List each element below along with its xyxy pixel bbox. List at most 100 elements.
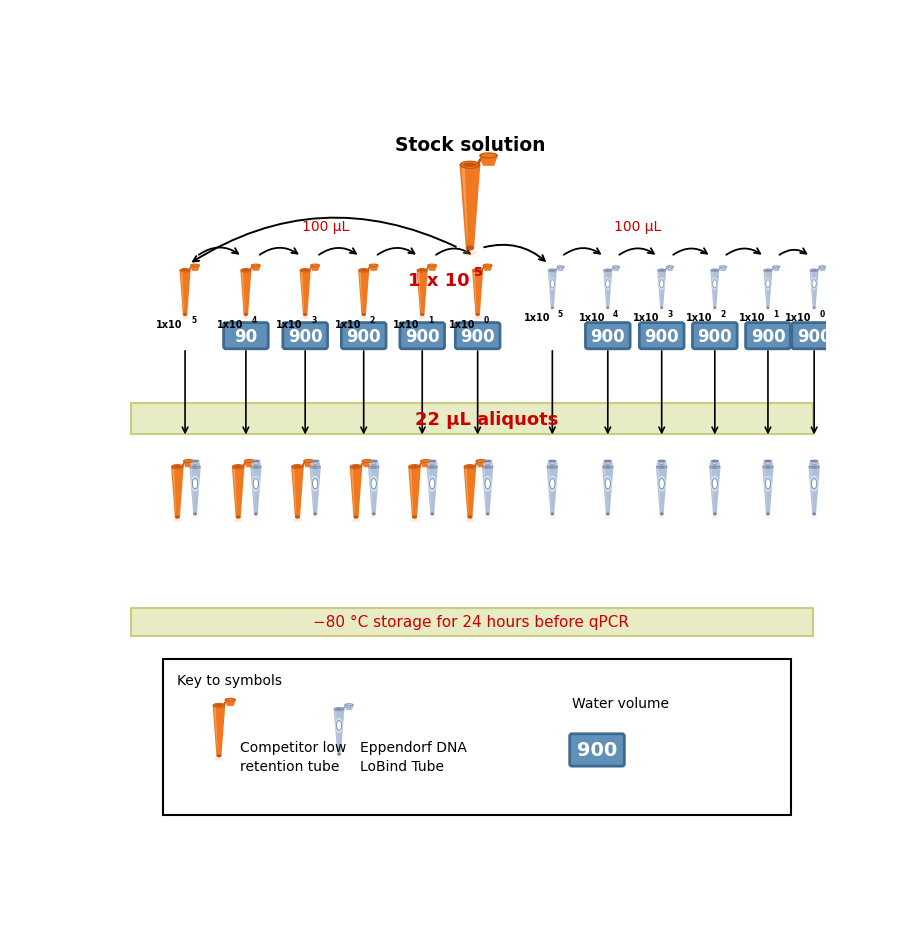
Ellipse shape (420, 314, 424, 316)
Polygon shape (232, 467, 244, 517)
Ellipse shape (192, 479, 198, 489)
Ellipse shape (309, 464, 321, 469)
Ellipse shape (290, 464, 303, 469)
Ellipse shape (666, 266, 673, 268)
Text: 1 x 10: 1 x 10 (408, 272, 470, 290)
Ellipse shape (420, 460, 431, 464)
Ellipse shape (232, 464, 244, 469)
Ellipse shape (254, 464, 257, 465)
Ellipse shape (369, 462, 379, 467)
Ellipse shape (312, 466, 318, 468)
Ellipse shape (370, 463, 377, 465)
Ellipse shape (171, 464, 184, 469)
Ellipse shape (335, 717, 343, 733)
Ellipse shape (481, 154, 495, 159)
Ellipse shape (547, 269, 556, 273)
Ellipse shape (819, 268, 824, 270)
Ellipse shape (557, 266, 563, 268)
Ellipse shape (346, 706, 350, 708)
Ellipse shape (214, 758, 223, 761)
Text: Water volume: Water volume (571, 697, 668, 710)
Ellipse shape (550, 464, 553, 465)
Ellipse shape (369, 465, 378, 468)
Ellipse shape (292, 465, 302, 469)
Ellipse shape (766, 513, 769, 516)
Polygon shape (463, 467, 476, 517)
Polygon shape (762, 467, 773, 514)
Ellipse shape (483, 476, 492, 493)
Polygon shape (361, 462, 372, 467)
Text: 1x10: 1x10 (448, 320, 475, 329)
Ellipse shape (293, 465, 301, 468)
Ellipse shape (427, 460, 437, 463)
Ellipse shape (410, 519, 418, 522)
Polygon shape (301, 273, 304, 311)
Ellipse shape (181, 316, 188, 319)
Ellipse shape (485, 513, 489, 516)
Ellipse shape (709, 464, 720, 469)
Ellipse shape (656, 465, 665, 468)
Ellipse shape (712, 307, 716, 310)
Ellipse shape (604, 270, 610, 272)
Polygon shape (611, 267, 619, 272)
Ellipse shape (184, 460, 193, 463)
Polygon shape (417, 273, 421, 311)
Ellipse shape (809, 269, 818, 273)
FancyBboxPatch shape (223, 323, 268, 349)
Ellipse shape (712, 280, 716, 289)
Ellipse shape (603, 269, 612, 273)
Polygon shape (190, 266, 199, 272)
Ellipse shape (312, 479, 317, 489)
Text: 900: 900 (576, 741, 617, 760)
Ellipse shape (549, 270, 555, 272)
Ellipse shape (484, 463, 490, 465)
Polygon shape (665, 267, 674, 272)
Polygon shape (310, 266, 320, 272)
Polygon shape (251, 469, 255, 510)
Ellipse shape (242, 316, 249, 319)
Text: 900: 900 (404, 328, 439, 346)
Text: 5: 5 (557, 310, 562, 318)
Ellipse shape (764, 463, 770, 465)
Ellipse shape (462, 251, 477, 257)
Polygon shape (719, 267, 726, 272)
Text: 1x10: 1x10 (523, 313, 550, 323)
Ellipse shape (335, 708, 342, 711)
Ellipse shape (656, 269, 665, 273)
Polygon shape (426, 266, 437, 272)
Ellipse shape (605, 270, 610, 272)
Polygon shape (335, 711, 338, 750)
Ellipse shape (772, 266, 778, 268)
FancyBboxPatch shape (744, 323, 789, 349)
Polygon shape (244, 462, 255, 467)
Polygon shape (251, 266, 260, 272)
Ellipse shape (763, 465, 772, 468)
Polygon shape (709, 467, 720, 514)
Ellipse shape (482, 264, 492, 268)
Ellipse shape (311, 516, 319, 519)
Polygon shape (709, 271, 719, 309)
Ellipse shape (604, 278, 610, 291)
Ellipse shape (369, 264, 379, 268)
Polygon shape (420, 462, 431, 467)
Ellipse shape (173, 519, 182, 522)
Text: 1x10: 1x10 (335, 320, 361, 329)
Ellipse shape (429, 463, 435, 465)
Ellipse shape (361, 314, 366, 316)
FancyBboxPatch shape (341, 323, 386, 349)
Ellipse shape (369, 516, 378, 519)
Ellipse shape (310, 462, 320, 467)
Ellipse shape (172, 465, 182, 469)
Ellipse shape (556, 266, 564, 268)
Ellipse shape (426, 462, 437, 467)
Ellipse shape (215, 704, 222, 707)
Ellipse shape (655, 464, 666, 469)
Ellipse shape (550, 307, 553, 310)
Ellipse shape (311, 265, 319, 267)
Ellipse shape (611, 266, 619, 268)
Ellipse shape (235, 516, 241, 519)
Ellipse shape (766, 307, 768, 310)
Text: 1x10: 1x10 (632, 313, 659, 323)
Text: 5: 5 (473, 266, 482, 278)
Polygon shape (460, 165, 480, 248)
